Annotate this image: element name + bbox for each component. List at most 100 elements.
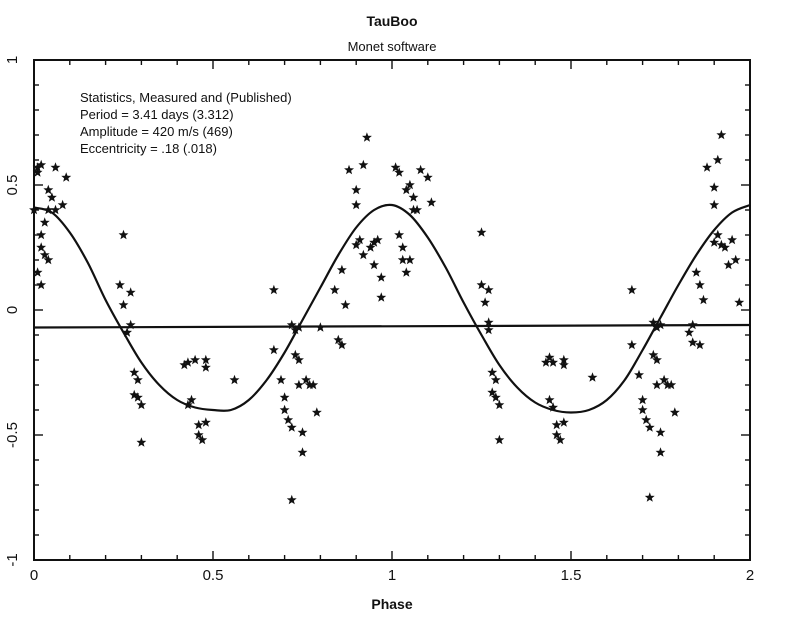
data-point [39, 217, 50, 227]
data-point [36, 159, 47, 170]
annotation-amplitude: Amplitude = 420 m/s (469) [80, 124, 233, 139]
data-point [652, 322, 662, 332]
chart-title: TauBoo [366, 13, 417, 29]
data-point [548, 357, 558, 367]
data-point [122, 327, 132, 337]
data-point [115, 279, 125, 290]
data-point [301, 374, 311, 385]
data-point [50, 204, 61, 215]
data-point [61, 172, 72, 182]
data-point [648, 317, 659, 327]
data-point [294, 379, 304, 390]
data-point [304, 379, 315, 390]
data-point [483, 317, 494, 327]
data-point [358, 249, 369, 260]
data-point [494, 399, 505, 410]
data-point [283, 414, 294, 425]
data-point [694, 339, 705, 350]
data-point [490, 374, 501, 385]
data-point [47, 192, 57, 202]
data-point [558, 359, 569, 370]
data-point [694, 279, 705, 290]
data-point [716, 239, 727, 250]
data-point [687, 319, 698, 330]
data-point [397, 254, 408, 265]
data-point [43, 184, 54, 195]
data-point [315, 322, 326, 332]
data-point [50, 162, 61, 172]
data-point [644, 492, 655, 502]
data-point [279, 392, 290, 402]
annotation-heading: Statistics, Measured and (Published) [80, 90, 292, 105]
data-point [336, 339, 347, 350]
data-point [644, 422, 655, 432]
data-point [32, 167, 43, 177]
data-point [394, 229, 405, 240]
data-point [200, 417, 211, 427]
data-point [405, 254, 415, 265]
data-point [626, 284, 637, 295]
data-point [351, 184, 362, 195]
data-point [294, 322, 304, 332]
data-point [655, 319, 666, 330]
x-axis-label: Phase [371, 596, 412, 612]
data-point [179, 359, 190, 370]
data-point [229, 374, 240, 385]
y-tick-label: 1 [4, 56, 21, 64]
data-point [32, 162, 43, 172]
data-point [279, 404, 290, 415]
data-point [43, 254, 54, 265]
data-point [369, 259, 379, 270]
data-point [716, 129, 727, 140]
data-point [376, 292, 387, 302]
data-point [476, 227, 487, 237]
data-point [687, 337, 698, 347]
data-point [36, 279, 47, 290]
data-point [727, 234, 737, 245]
data-point [183, 357, 193, 367]
data-point [487, 367, 498, 377]
data-point [401, 184, 412, 195]
data-point [125, 319, 136, 330]
data-point [555, 434, 566, 445]
data-point [268, 344, 279, 355]
data-point [702, 162, 712, 172]
data-point [659, 374, 669, 385]
data-point [190, 354, 200, 365]
data-point [358, 159, 369, 170]
data-point [666, 379, 677, 390]
data-point [390, 162, 401, 172]
data-point [476, 279, 487, 290]
data-point [712, 154, 723, 165]
data-point [551, 429, 562, 440]
data-point [483, 324, 494, 335]
data-point [29, 204, 39, 215]
data-point [354, 234, 365, 245]
data-point [286, 422, 297, 432]
data-point [422, 172, 433, 182]
data-point [32, 267, 43, 277]
data-point [655, 447, 666, 457]
data-point [544, 352, 555, 362]
data-point [376, 272, 387, 282]
data-point [652, 354, 662, 365]
data-point [669, 407, 680, 417]
data-point [544, 394, 555, 405]
data-point [548, 402, 558, 412]
data-point [709, 182, 720, 192]
data-point [698, 294, 709, 305]
data-point [290, 324, 301, 335]
data-point [36, 229, 47, 240]
data-point [200, 354, 211, 365]
y-tick-label: 0.5 [4, 175, 21, 196]
data-point [311, 407, 322, 417]
data-point [186, 394, 197, 405]
data-point [118, 299, 129, 310]
data-point [394, 167, 405, 177]
data-point [125, 287, 136, 297]
data-point [487, 387, 498, 397]
data-point [268, 284, 279, 295]
data-point [712, 229, 723, 240]
